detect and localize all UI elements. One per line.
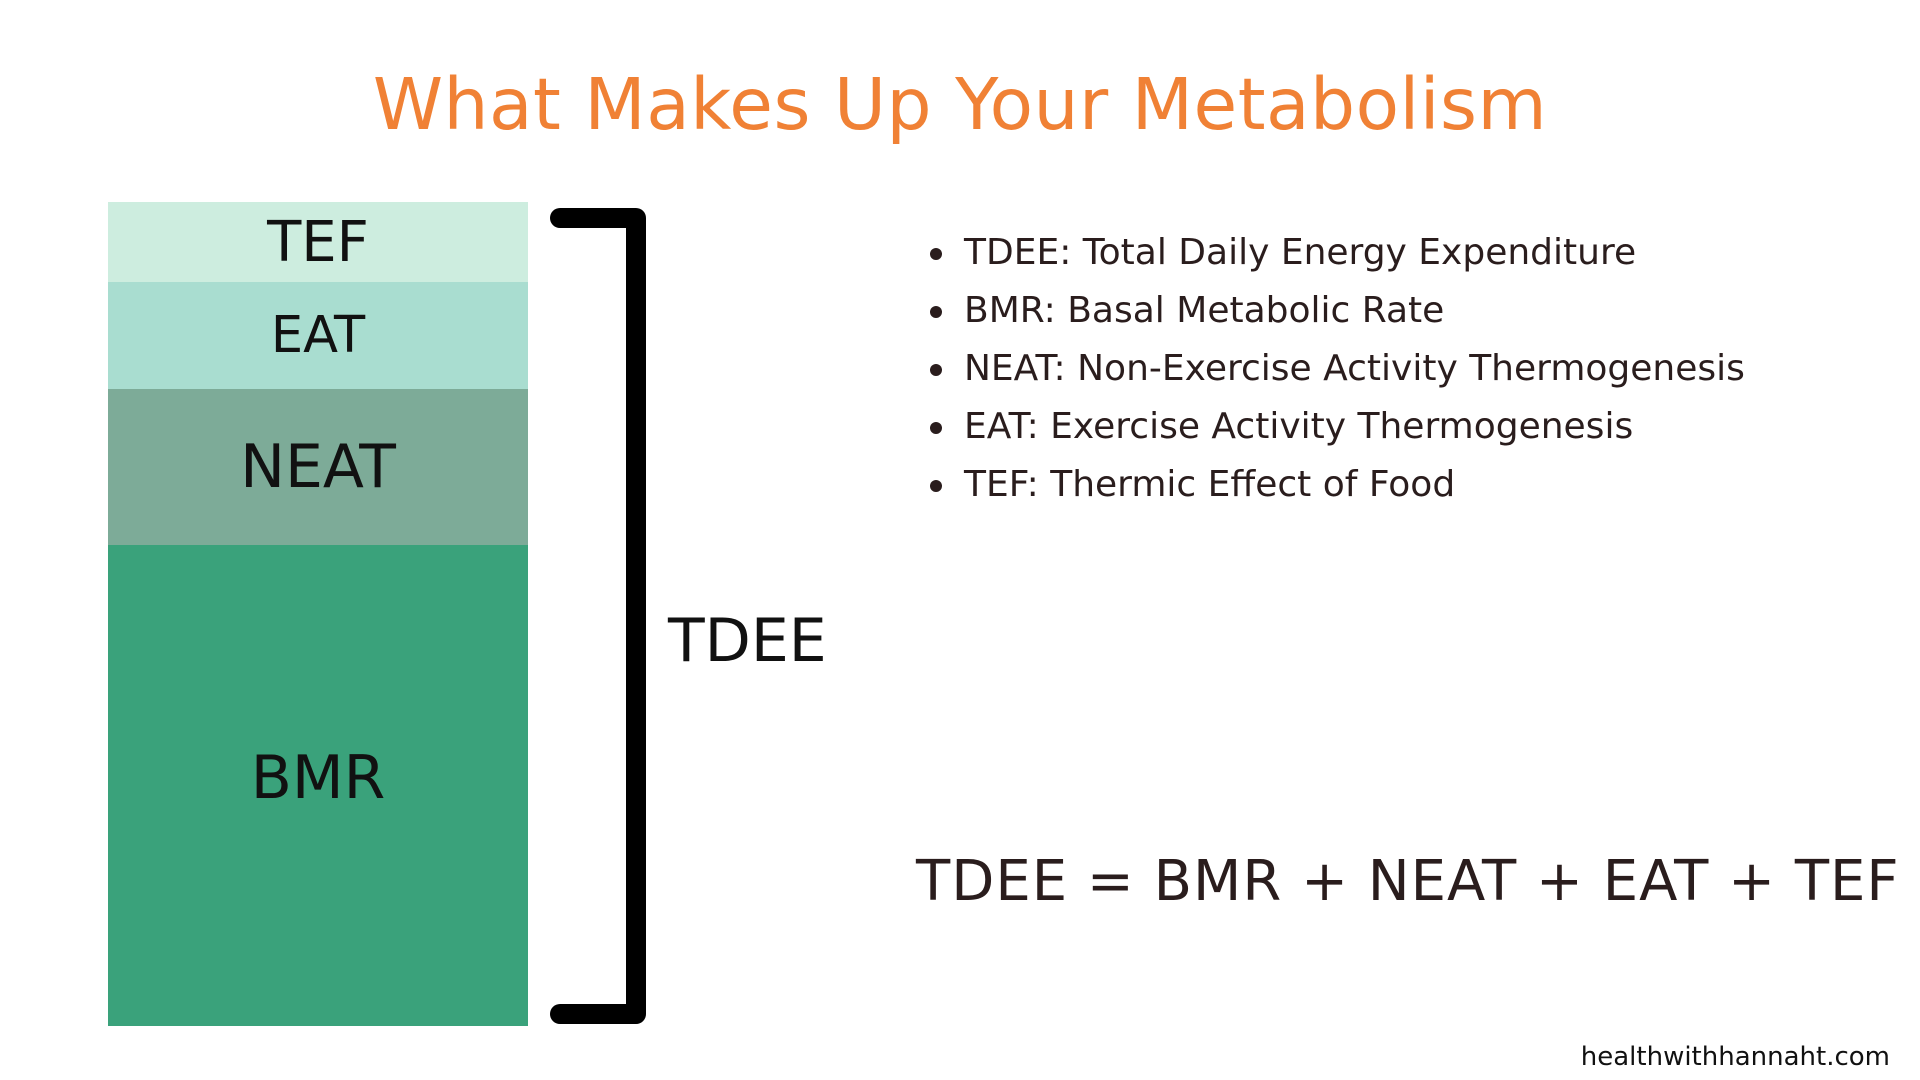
segment-eat-label: EAT	[270, 306, 366, 365]
definition-text: NEAT: Non-Exercise Activity Thermogenesi…	[964, 348, 1745, 389]
tdee-label: TDEE	[668, 606, 827, 676]
definition-text: TEF: Thermic Effect of Food	[964, 464, 1456, 505]
definition-item: NEAT: Non-Exercise Activity Thermogenesi…	[928, 340, 1745, 398]
definition-text: BMR: Basal Metabolic Rate	[964, 290, 1445, 331]
definition-text: TDEE: Total Daily Energy Expenditure	[964, 232, 1637, 273]
segment-neat-label: NEAT	[240, 432, 396, 502]
page-title: What Makes Up Your Metabolism	[372, 63, 1548, 146]
definition-item: BMR: Basal Metabolic Rate	[928, 282, 1745, 340]
bullet-icon	[930, 248, 942, 260]
metabolism-stack: TEF EAT NEAT BMR	[108, 202, 528, 1026]
definition-item: TDEE: Total Daily Energy Expenditure	[928, 224, 1745, 282]
segment-eat: EAT	[108, 282, 528, 389]
bracket-path	[550, 208, 646, 1024]
segment-bmr: BMR	[108, 545, 528, 1026]
segment-tef: TEF	[108, 202, 528, 282]
tdee-equation: TDEE = BMR + NEAT + EAT + TEF	[916, 849, 1900, 914]
bullet-icon	[930, 306, 942, 318]
tdee-bracket	[550, 208, 646, 1024]
definition-item: TEF: Thermic Effect of Food	[928, 456, 1745, 514]
segment-neat: NEAT	[108, 389, 528, 545]
segment-bmr-label: BMR	[250, 743, 386, 813]
segment-tef-label: TEF	[267, 209, 369, 275]
website-credit: healthwithhannaht.com	[1580, 1042, 1890, 1072]
definitions-list: TDEE: Total Daily Energy Expenditure BMR…	[928, 224, 1745, 514]
bullet-icon	[930, 480, 942, 492]
definition-item: EAT: Exercise Activity Thermogenesis	[928, 398, 1745, 456]
bullet-icon	[930, 364, 942, 376]
definition-text: EAT: Exercise Activity Thermogenesis	[964, 406, 1634, 447]
bullet-icon	[930, 422, 942, 434]
